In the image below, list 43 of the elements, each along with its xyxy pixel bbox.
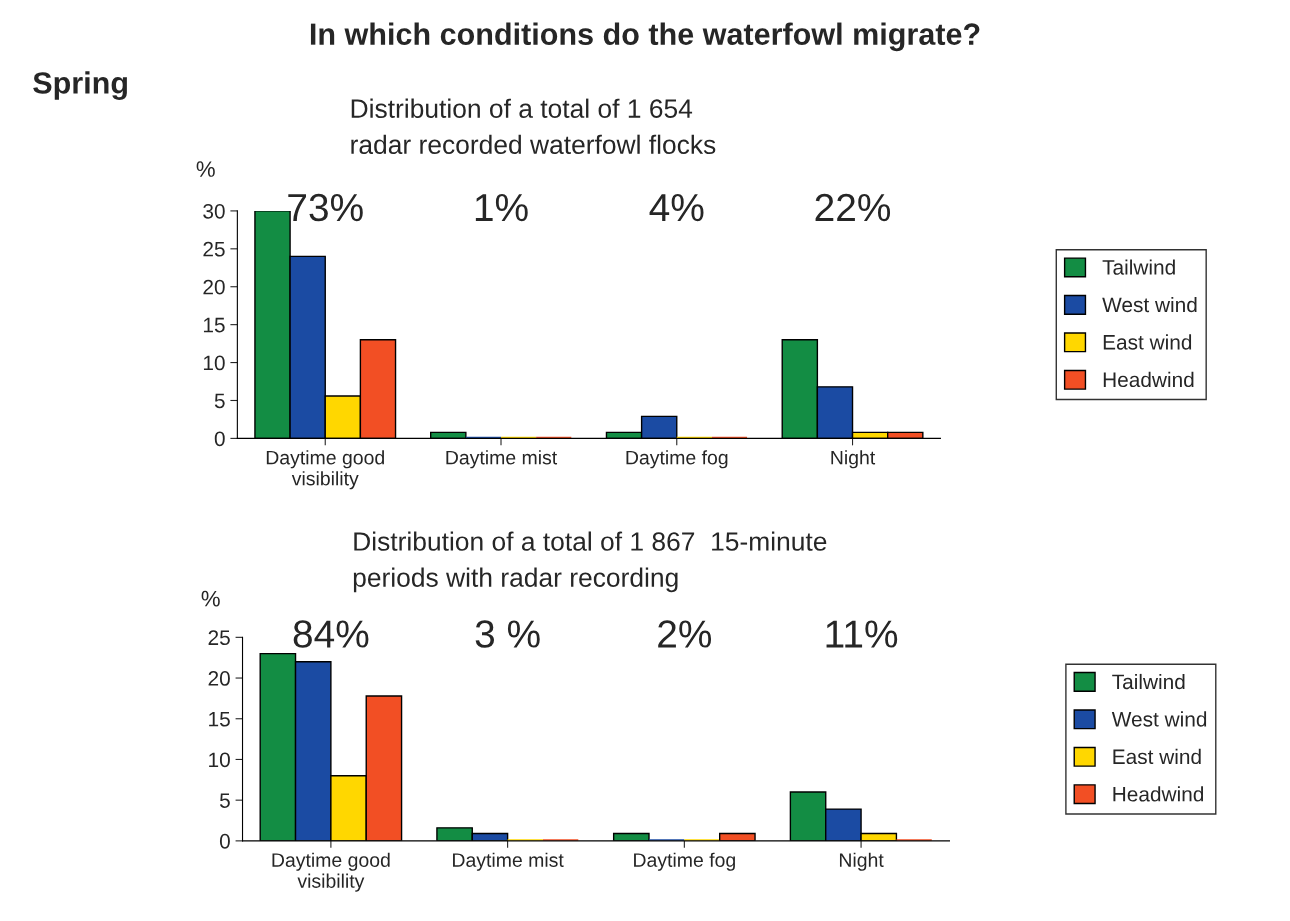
x-tick-label: Daytime fog — [634, 852, 735, 871]
y-tick-label: 10 — [209, 752, 230, 768]
x-tick-label: Daytime good visibility — [266, 450, 384, 490]
chart-title: Distribution of a total of 1 867 15-minute periods with radar recording — [353, 531, 827, 593]
legend-label: East wind — [1113, 748, 1201, 765]
legend-label: Headwind — [1113, 786, 1204, 802]
y-tick-label: 15 — [203, 317, 225, 333]
annotation: 2% — [658, 620, 712, 648]
annotation: 3 % — [475, 620, 540, 648]
y-tick-label: 5 — [219, 793, 230, 808]
y-axis-title: % — [196, 161, 215, 177]
x-tick-label: Night — [839, 852, 884, 871]
legend-label: Tailwind — [1102, 259, 1175, 275]
legend-label: West wind — [1102, 296, 1197, 313]
y-tick-label: 25 — [203, 241, 225, 257]
y-tick-label: 0 — [219, 833, 230, 849]
y-tick-label: 30 — [203, 203, 225, 219]
annotation: 4% — [649, 193, 704, 222]
y-tick-label: 0 — [214, 431, 225, 447]
y-tick-label: 5 — [214, 393, 225, 409]
y-tick-label: 15 — [209, 711, 230, 727]
annotation: 1% — [475, 193, 528, 222]
x-tick-label: Daytime good visibility — [272, 852, 390, 892]
text: Spring — [33, 71, 127, 100]
y-axis-title: % — [201, 590, 220, 607]
chart-subtitle: Distribution of a total of 1 654 radar recorded waterfowl flocks — [351, 98, 716, 155]
legend-label: East wind — [1103, 334, 1192, 350]
x-tick-label: Daytime mist — [446, 450, 558, 469]
legend-label: Headwind — [1103, 371, 1194, 388]
y-tick-label: 10 — [203, 355, 225, 371]
y-tick-label: 20 — [208, 671, 230, 686]
legend-label: Tailwind — [1112, 673, 1185, 690]
annotation: 22% — [815, 193, 891, 222]
legend-label: West wind — [1111, 711, 1207, 727]
annotation: 11% — [826, 620, 898, 648]
y-tick-label: 25 — [208, 630, 230, 646]
annotation: 84% — [293, 620, 369, 648]
x-tick-label: Daytime fog — [626, 450, 728, 469]
y-tick-label: 20 — [203, 279, 225, 295]
chart-title: In which conditions do the waterfowl migrate? — [310, 22, 980, 52]
annotation: 73% — [288, 193, 363, 222]
x-tick-label: Daytime mist — [453, 852, 564, 871]
x-tick-label: Night — [831, 450, 876, 469]
